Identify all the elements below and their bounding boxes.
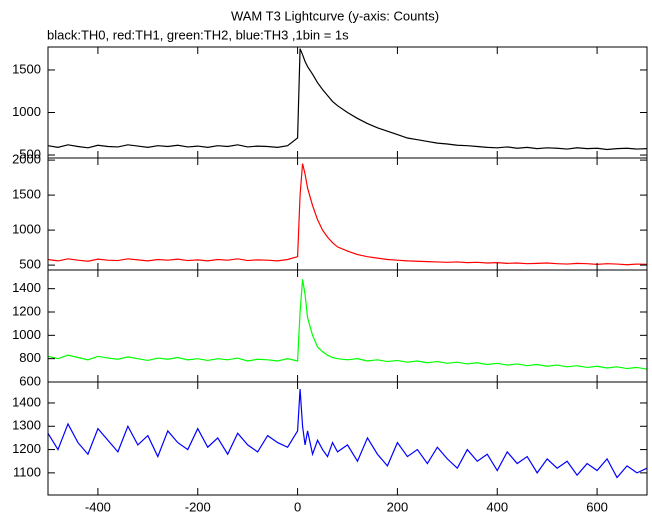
y-tick-label: 500: [19, 257, 41, 272]
light-curve: [47, 48, 648, 151]
y-tick-label: 1200: [12, 303, 41, 318]
x-tick-label: 0: [294, 499, 301, 514]
y-tick-label: 1500: [12, 61, 41, 76]
y-tick-label: 1200: [12, 441, 41, 456]
light-curve: [47, 163, 648, 266]
x-tick-label: -400: [85, 499, 111, 514]
y-tick-label: 600: [19, 373, 41, 388]
x-tick-label: 400: [486, 499, 508, 514]
y-tick-label: 1400: [12, 394, 41, 409]
y-tick-label: 800: [19, 350, 41, 365]
y-tick-label: 1000: [12, 222, 41, 237]
y-tick-label: 1000: [12, 104, 41, 119]
light-curve: [47, 279, 648, 370]
panel-frame: [47, 381, 648, 496]
y-tick-label: 1500: [12, 187, 41, 202]
y-tick-label: 1000: [12, 327, 41, 342]
y-tick-label: 2000: [12, 152, 41, 167]
y-tick-label: 1100: [13, 464, 41, 479]
y-tick-label: 1300: [12, 418, 41, 433]
chart-title: WAM T3 Lightcurve (y-axis: Counts): [231, 8, 439, 23]
panel-frame: [47, 46, 648, 159]
y-tick-label: 1400: [12, 280, 41, 295]
x-tick-label: -200: [185, 499, 211, 514]
y-tick-label: 500: [19, 146, 41, 161]
x-tick-label: 200: [387, 499, 409, 514]
light-curve: [47, 388, 648, 479]
x-tick-label: 600: [586, 499, 608, 514]
chart-subtitle: black:TH0, red:TH1, green:TH2, blue:TH3 …: [47, 27, 349, 42]
panel-frame: [47, 157, 648, 271]
